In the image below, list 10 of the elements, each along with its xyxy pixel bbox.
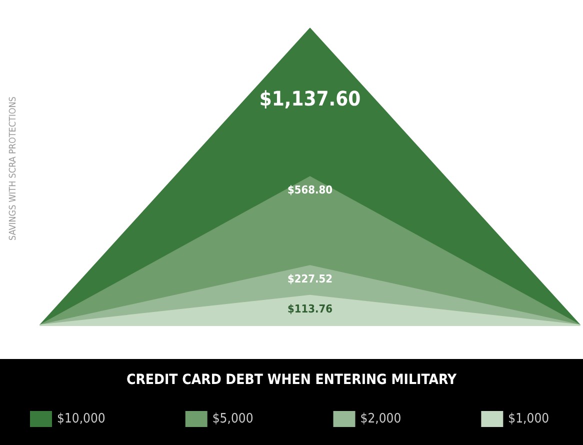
legend-title: CREDIT CARD DEBT WHEN ENTERING MILITARY [126,372,458,388]
legend-label: $2,000 [360,412,402,426]
data-label: $113.76 [287,302,333,316]
legend-label: $1,000 [508,412,550,426]
data-label: $227.52 [287,272,333,286]
y-axis-title: SAVINGS WITH SCRA PROTECTIONS [8,96,18,240]
data-label: $568.80 [287,184,333,197]
data-label: $1,137.60 [259,86,361,110]
legend-label: $5,000 [212,412,254,426]
legend-label: $10,000 [57,412,106,426]
